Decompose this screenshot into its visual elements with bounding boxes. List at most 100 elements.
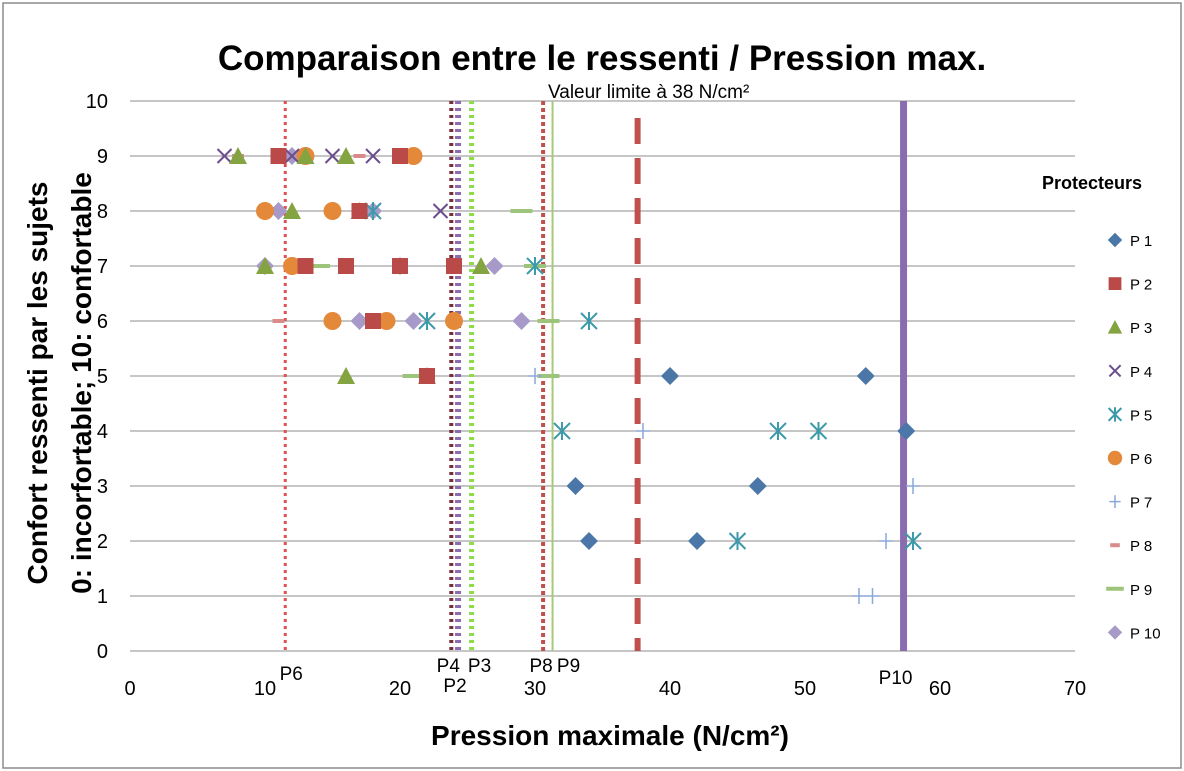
legend: P 1 P 2 P 3 P 4 P 5 P 6 P 7 P 8 P 9 P 10 — [1106, 232, 1161, 642]
marker-shape — [897, 422, 916, 440]
data-point — [580, 532, 598, 550]
data-point — [748, 477, 767, 495]
data-point — [852, 588, 866, 604]
marker-shape — [1107, 625, 1123, 640]
marker-shape — [338, 258, 354, 274]
legend-swatch — [1108, 277, 1122, 290]
data-point — [337, 147, 355, 164]
marker-shape — [904, 532, 922, 550]
marker-shape — [1107, 450, 1123, 466]
data-point — [419, 368, 435, 384]
data-point — [284, 148, 300, 164]
data-point — [365, 313, 381, 329]
marker-shape — [324, 148, 341, 164]
y-tick-label: 1 — [97, 586, 108, 608]
marker-shape — [270, 148, 287, 164]
marker-shape — [296, 147, 315, 164]
legend-swatch — [1107, 232, 1123, 248]
marker-shape — [297, 258, 314, 274]
marker-shape — [661, 367, 679, 385]
marker-shape — [485, 257, 504, 275]
reference-line-label: P2 — [443, 676, 466, 697]
marker-shape — [906, 478, 920, 494]
data-point — [283, 202, 301, 219]
marker-shape — [337, 147, 355, 164]
reference-line-label: P9 — [557, 656, 580, 677]
y-tick-label: 9 — [97, 146, 108, 168]
y-tick-label: 0 — [97, 641, 108, 663]
marker-shape — [1107, 407, 1123, 422]
legend-label: P 3 — [1130, 320, 1152, 337]
marker-shape — [446, 258, 462, 274]
marker-shape — [350, 312, 369, 330]
marker-shape — [365, 313, 381, 329]
legend-title: Protecteurs — [1042, 173, 1142, 193]
marker-shape — [269, 202, 288, 220]
marker-shape — [688, 532, 706, 550]
marker-shape — [879, 533, 893, 549]
data-points — [216, 147, 922, 604]
y-tick-label: 2 — [97, 531, 108, 553]
x-axis-title: Pression maximale (N/cm²) — [431, 720, 789, 751]
data-point — [526, 257, 544, 275]
legend-label: P 10 — [1130, 625, 1161, 642]
data-point — [528, 368, 542, 384]
marker-shape — [256, 202, 274, 220]
x-tick-label: 70 — [1064, 678, 1086, 700]
data-point — [296, 147, 315, 164]
data-point — [404, 312, 423, 330]
data-point — [432, 203, 449, 219]
data-point — [377, 312, 396, 330]
data-point — [865, 588, 880, 604]
reference-line-label: P8 — [529, 656, 552, 677]
data-point — [392, 148, 408, 164]
marker-shape — [1109, 495, 1121, 508]
marker-shape — [566, 477, 585, 495]
marker-shape — [512, 312, 531, 330]
reference-line-label: P4 — [437, 656, 461, 677]
marker-shape — [636, 423, 650, 439]
data-point — [365, 148, 381, 164]
legend-swatch — [1107, 407, 1123, 422]
x-tick-label: 10 — [254, 678, 276, 700]
legend-swatch — [1107, 450, 1123, 466]
data-point — [566, 477, 585, 495]
marker-shape — [528, 368, 542, 384]
y-tick-label: 8 — [97, 201, 108, 223]
marker-shape — [852, 588, 866, 604]
data-point — [323, 202, 342, 220]
marker-shape — [472, 257, 490, 274]
legend-label: P 9 — [1130, 582, 1152, 599]
legend-swatch — [1109, 495, 1121, 508]
marker-shape — [1107, 320, 1123, 334]
legend-swatch — [1107, 320, 1123, 334]
marker-shape — [351, 203, 368, 219]
data-point — [688, 532, 706, 550]
data-point — [636, 423, 650, 439]
data-point — [512, 312, 531, 330]
marker-shape — [229, 147, 247, 164]
data-point — [338, 258, 354, 274]
marker-shape — [283, 257, 301, 275]
marker-shape — [728, 532, 747, 550]
legend-swatch — [1107, 625, 1123, 640]
data-point — [404, 147, 423, 165]
data-point — [728, 532, 747, 550]
legend-label: P 6 — [1130, 451, 1152, 468]
data-point — [256, 257, 274, 274]
marker-shape — [323, 312, 342, 330]
data-point — [897, 422, 916, 440]
data-point — [904, 532, 922, 550]
marker-shape — [553, 422, 571, 440]
grid-layer — [130, 100, 1075, 652]
y-axis-title-line2: 0: incorfortable; 10: confortable — [66, 172, 97, 594]
data-point — [324, 148, 341, 164]
legend-label: P 1 — [1130, 233, 1152, 250]
y-tick-label: 4 — [97, 421, 108, 443]
data-point — [351, 203, 368, 219]
marker-shape — [769, 422, 787, 440]
data-point — [906, 478, 920, 494]
marker-shape — [1108, 277, 1122, 290]
